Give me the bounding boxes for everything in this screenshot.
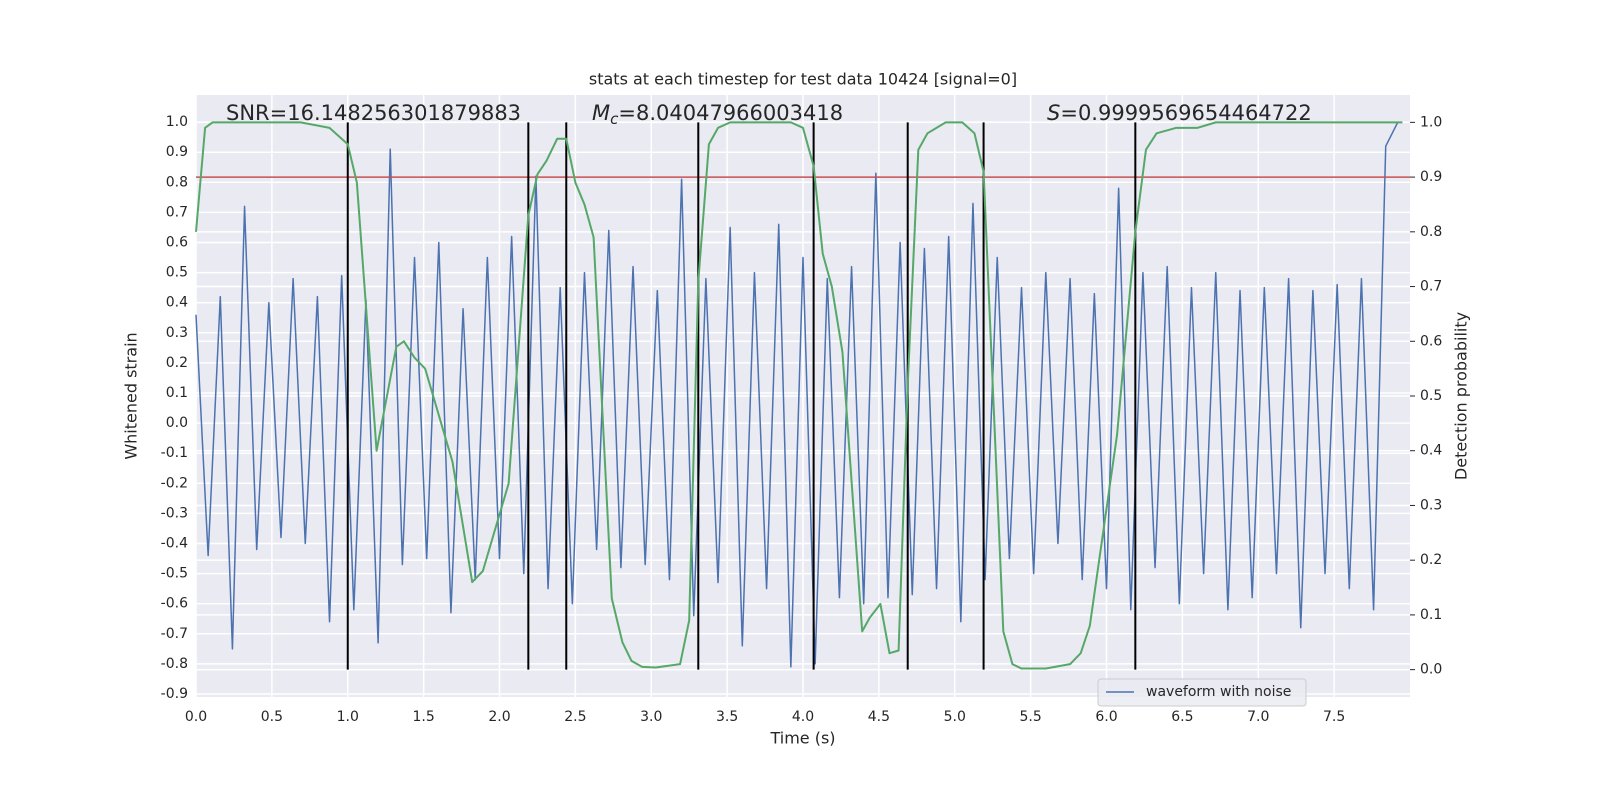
x-tick-label: 7.5	[1323, 709, 1345, 725]
y2-tick-label: 0.4	[1420, 443, 1442, 459]
y-tick-label: -0.9	[161, 686, 188, 702]
x-tick-label: 5.5	[1019, 709, 1041, 725]
y2-tick-label: 0.5	[1420, 388, 1442, 404]
x-tick-label: 7.0	[1247, 709, 1269, 725]
y2-tick-label: 0.7	[1420, 279, 1442, 295]
x-tick-label: 0.5	[261, 709, 283, 725]
probability-line	[195, 121, 1403, 670]
x-tick-label: 2.0	[488, 709, 510, 725]
y-tick-label: -0.4	[161, 535, 188, 551]
legend-box	[1097, 678, 1307, 707]
y2-tick-label: 0.9	[1420, 169, 1442, 185]
y2-tick-label: 0.8	[1420, 224, 1442, 240]
x-tick-label: 0.0	[185, 709, 207, 725]
legend-label: waveform with noise	[1146, 684, 1291, 700]
x-tick-label: 6.0	[1095, 709, 1117, 725]
y-tick-label: -0.8	[161, 656, 188, 672]
y2-tick-label: 0.0	[1420, 662, 1442, 678]
x-tick-label: 1.0	[337, 709, 359, 725]
annotation-subscript: c	[610, 110, 619, 128]
y-tick-label: 0.6	[166, 234, 188, 250]
y-tick-label: -0.1	[161, 445, 188, 461]
y-tick-label: -0.2	[161, 475, 188, 491]
x-tick-label: 6.5	[1171, 709, 1193, 725]
x-tick-label: 4.0	[792, 709, 814, 725]
x-tick-label: 4.5	[868, 709, 890, 725]
y-tick-label: 0.7	[166, 204, 188, 220]
y-tick-label: -0.5	[161, 566, 188, 582]
y-tick-label: 0.0	[166, 415, 188, 431]
annotation-symbol: M	[592, 101, 610, 125]
x-tick-label: 2.5	[564, 709, 586, 725]
annotation-symbol: S	[1047, 101, 1060, 125]
y-tick-label: -0.6	[161, 596, 188, 612]
y2-tick-label: 0.3	[1420, 497, 1442, 513]
annotation-text: SNR=16.148256301879883	[226, 101, 521, 125]
annotation: SNR=16.148256301879883	[226, 101, 521, 125]
x-tick-label: 3.0	[640, 709, 662, 725]
y-tick-label: 0.2	[166, 355, 188, 371]
y-tick-label: 0.4	[166, 295, 188, 311]
y-tick-label: 0.9	[166, 144, 188, 160]
annotation: Mc=8.04047966003418	[592, 101, 843, 128]
y2-axis-label: Detection probability	[1452, 312, 1471, 480]
y-tick-label: -0.3	[161, 505, 188, 521]
y-tick-label: 0.5	[166, 265, 188, 281]
y2-tick-label: 0.6	[1420, 333, 1442, 349]
x-tick-label: 1.5	[412, 709, 434, 725]
annotation: S=0.9999569654464722	[1047, 101, 1312, 125]
y-tick-label: 1.0	[166, 114, 188, 130]
waveform-line	[195, 121, 1399, 668]
x-tick-label: 5.0	[944, 709, 966, 725]
annotation-text: =8.04047966003418	[618, 101, 843, 125]
y-tick-label: 0.1	[166, 385, 188, 401]
y2-tick-label: 1.0	[1420, 114, 1442, 130]
chart-title: stats at each timestep for test data 104…	[589, 70, 1017, 89]
x-axis-label: Time (s)	[769, 729, 835, 748]
y-tick-label: 0.3	[166, 325, 188, 341]
y-tick-label: -0.7	[161, 626, 188, 642]
y2-tick-label: 0.1	[1420, 607, 1442, 623]
x-tick-label: 3.5	[716, 709, 738, 725]
y-tick-label: 0.8	[166, 174, 188, 190]
y2-tick-label: 0.2	[1420, 552, 1442, 568]
annotation-text: =0.9999569654464722	[1060, 101, 1311, 125]
y-axis-label: Whitened strain	[122, 332, 141, 459]
